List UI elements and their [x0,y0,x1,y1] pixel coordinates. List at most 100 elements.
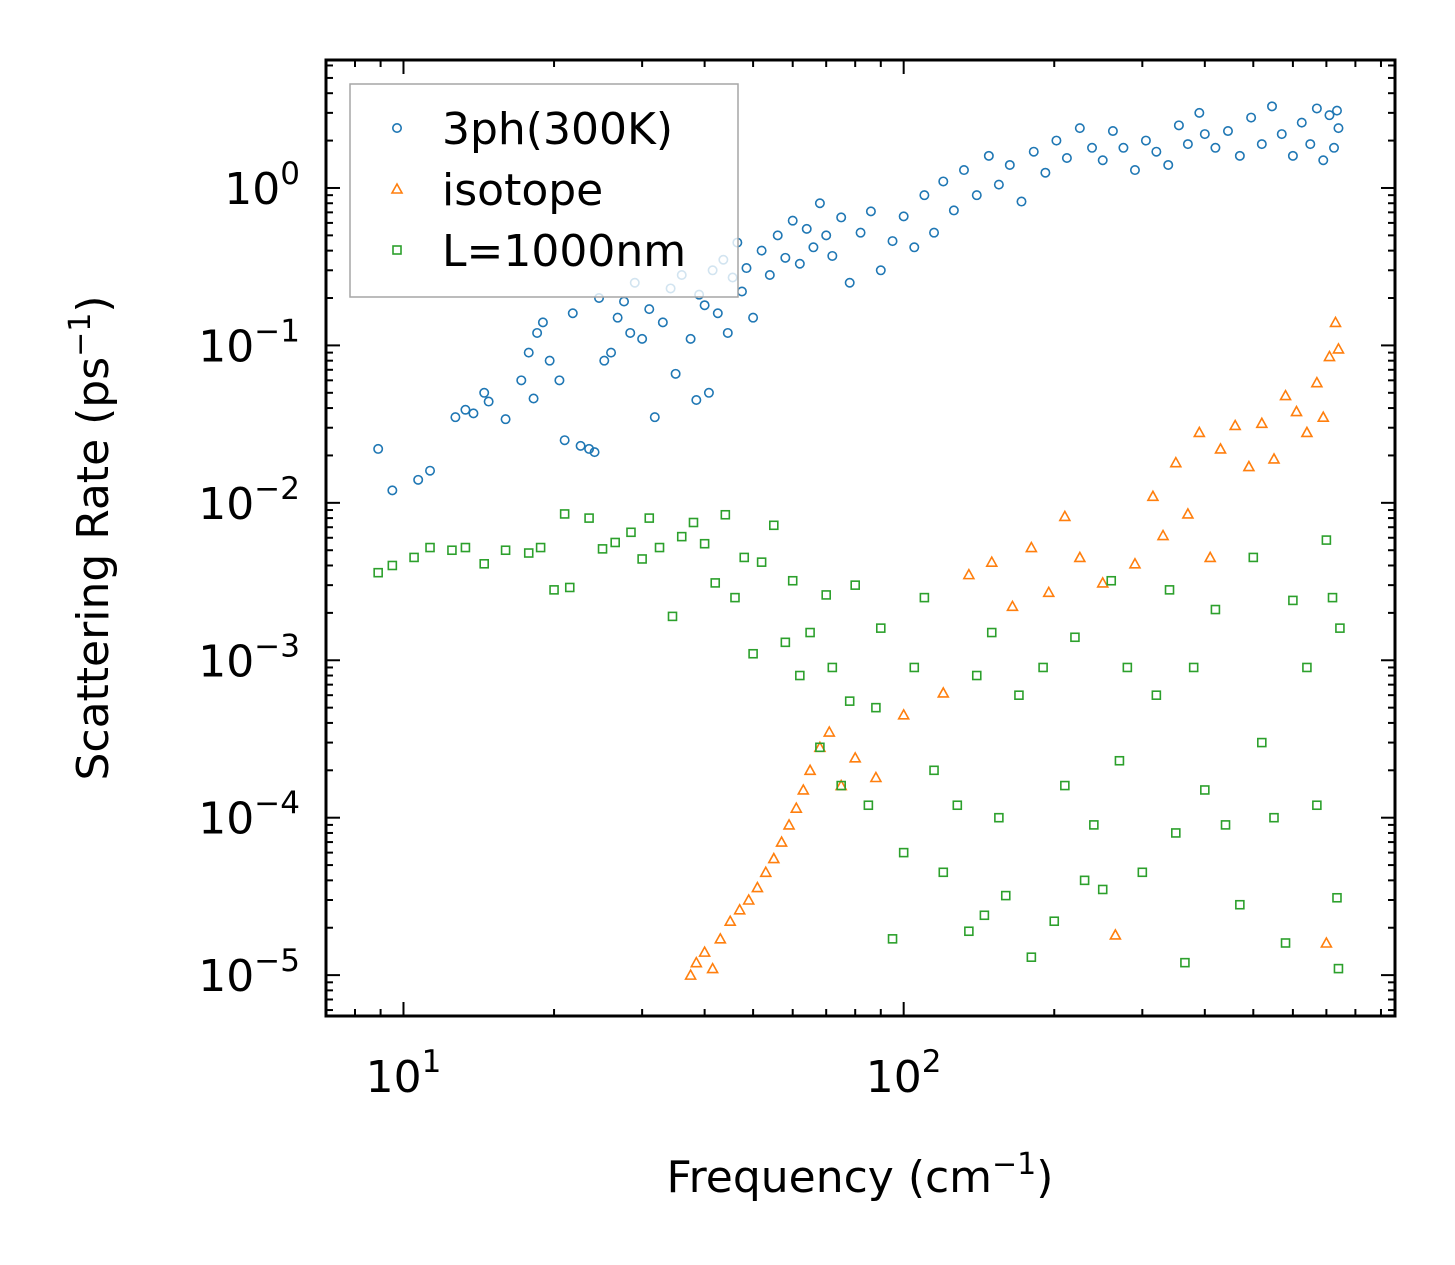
data-point [1312,800,1322,811]
data-point [869,770,883,783]
data-point [979,910,990,921]
data-point [523,548,534,558]
data-point [986,627,997,638]
data-point [1214,442,1227,454]
data-point [637,554,647,564]
data-point [373,567,383,578]
data-point [1169,456,1183,468]
data-point [589,447,600,458]
data-point [796,783,810,795]
data-point [952,800,963,811]
data-point [1220,820,1231,830]
data-point [1042,585,1056,598]
data-point [1290,404,1303,417]
data-point [938,867,949,878]
data-point [425,542,435,553]
data-point [1246,112,1257,123]
series-1 [373,101,1344,496]
data-point [559,435,570,446]
data-point [764,270,775,281]
data-point [739,552,750,563]
data-point [483,396,494,407]
data-point [1333,123,1344,134]
data-point [898,847,909,858]
data-point [691,395,702,406]
y-tick-label: 10−5 [198,943,300,1002]
data-point [994,812,1004,823]
data-point [720,509,731,520]
data-point [1323,349,1336,362]
data-point [657,317,668,328]
y-tick-label: 10−3 [198,628,300,687]
data-point [1096,576,1110,588]
data-point [1242,459,1256,472]
data-point [1181,507,1195,519]
data-point [1203,550,1217,563]
data-point [554,375,565,386]
data-point [1280,938,1291,948]
legend-marker [390,182,404,194]
data-point [929,765,939,776]
tick-layer: 101 102 100 10−1 10−2 10−3 10−4 10−5 [198,60,1395,1103]
data-point [1320,936,1333,948]
data-point [532,327,543,338]
data-point [479,558,489,569]
data-point [971,190,982,201]
data-point [1248,552,1259,563]
data-point [1329,315,1342,328]
data-point [649,412,660,423]
data-point [684,968,697,980]
data-point [373,443,384,454]
data-point [654,542,665,553]
data-point [801,223,812,234]
data-point [1199,129,1210,140]
data-point [850,580,861,590]
data-point [706,961,719,974]
data-point [1324,110,1335,121]
data-point [703,387,714,398]
y-tick-label: 10−4 [198,786,300,845]
data-point [1164,585,1175,595]
data-point [759,865,773,878]
data-point [1114,755,1125,766]
data-point [1122,662,1133,673]
data-point [787,575,798,586]
x-tick-label: 102 [866,1044,942,1103]
data-point [637,333,648,344]
data-point [909,242,920,253]
y-tick-label: 100 [224,156,300,215]
data-point [1070,632,1080,643]
data-point [450,412,461,423]
data-point [1200,785,1210,795]
data-point [983,150,994,161]
data-point [699,538,710,549]
data-point [1333,963,1344,974]
data-point [723,914,737,927]
legend-marker [391,123,402,134]
data-point [1255,416,1269,429]
data-point [710,578,721,588]
data-point [500,414,511,425]
data-point [789,801,803,813]
legend-label: isotope [442,165,603,216]
data-point [929,227,940,238]
data-point [836,212,847,223]
data-point [948,205,959,216]
data-point [1300,425,1314,438]
data-point [1267,101,1278,112]
data-point [848,751,862,763]
data-point [775,835,788,847]
data-point [855,227,866,238]
x-tick-label: 101 [366,1044,442,1103]
data-point [808,242,819,253]
data-point [897,708,911,720]
data-point [1026,952,1037,962]
data-point [865,206,876,217]
data-point [597,544,608,554]
legend-box [349,83,739,298]
data-point [1310,376,1324,388]
data-point [814,198,825,209]
data-point [1210,142,1221,153]
data-point [782,818,796,830]
